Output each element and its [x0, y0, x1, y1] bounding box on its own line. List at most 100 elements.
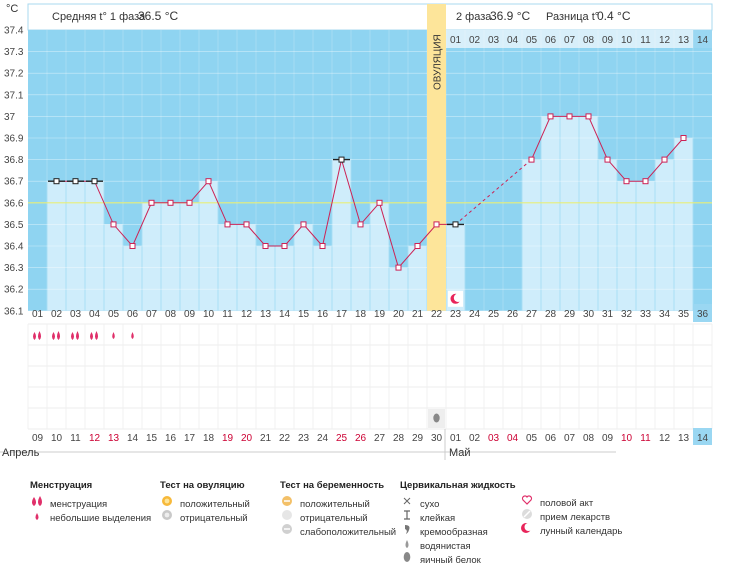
temperature-line [56, 159, 456, 269]
temperature-point [433, 221, 440, 228]
legend-item-label: отрицательный [300, 513, 368, 524]
legend-item: водянистая [400, 537, 516, 552]
cycle-day-label: 30 [583, 309, 595, 320]
temperature-point [661, 156, 668, 163]
date-label: 09 [32, 433, 44, 444]
date-label: 26 [355, 433, 367, 444]
phase2-day-label: 14 [697, 35, 709, 46]
temperature-bar [123, 245, 142, 312]
cycle-day-label: 07 [146, 309, 158, 320]
cycle-day-label: 18 [355, 309, 367, 320]
date-label: 07 [564, 433, 576, 444]
cycle-day-label: 36 [697, 309, 709, 320]
month-label-april: Апрель [2, 447, 40, 459]
cycle-day-label: 27 [526, 309, 538, 320]
cycle-day-label: 25 [488, 309, 500, 320]
temperature-line [626, 137, 684, 182]
date-label: 08 [583, 433, 595, 444]
legend-item-label: положительный [300, 499, 370, 510]
temperature-point [205, 178, 212, 185]
temperature-point [414, 243, 421, 249]
temperature-point [53, 178, 60, 185]
temperature-bar [560, 116, 579, 312]
cycle-day-label: 15 [298, 309, 310, 320]
cycle-day-label: 20 [393, 309, 405, 320]
pregnancy-weak-icon [280, 523, 294, 540]
legend-item-label: менструация [50, 499, 108, 510]
legend-group: половой акт прием лекарств лунный календар… [520, 494, 622, 537]
legend-item-label: сухо [420, 499, 440, 510]
menstruation-drop-icon [33, 332, 36, 340]
date-label: 10 [621, 433, 633, 444]
temperature-point [452, 221, 459, 228]
y-tick-label: 37.2 [4, 69, 24, 80]
temperature-point [528, 156, 535, 163]
temperature-point [319, 243, 326, 249]
legend-item: менструация [30, 495, 151, 510]
drop-light-icon [30, 509, 44, 526]
temperature-point [547, 113, 554, 120]
date-label: 17 [184, 433, 196, 444]
y-tick-label: 36.6 [4, 198, 24, 209]
date-label: 20 [241, 433, 253, 444]
date-label: 25 [336, 433, 348, 444]
cycle-day-label: 34 [659, 309, 671, 320]
phase2-day-label: 03 [488, 35, 500, 46]
date-label: 12 [89, 433, 101, 444]
cycle-day-label: 04 [89, 309, 101, 320]
temperature-bar [522, 159, 541, 312]
cycle-day-label: 29 [564, 309, 576, 320]
menstruation-drop-icon [95, 331, 98, 340]
legend-item: положительный [280, 495, 396, 510]
menstruation-drop-icon [76, 331, 79, 340]
phase2-value: 36.9 °C [490, 9, 530, 23]
pregnancy-negative-icon [280, 509, 294, 526]
diff-label: Разница t° [546, 11, 599, 23]
cycle-day-label: 13 [260, 309, 272, 320]
date-label: 11 [70, 433, 81, 444]
cycle-day-label: 14 [279, 309, 291, 320]
y-tick-label: 36.1 [4, 306, 24, 317]
phase2-header-row [446, 30, 712, 48]
temperature-point [585, 113, 592, 120]
temperature-point [224, 221, 231, 228]
cycle-day-highlight [693, 304, 712, 322]
pill-icon [520, 508, 534, 525]
legend-group-title: Тест на овуляцию [160, 480, 245, 491]
ovulation-negative-icon [160, 509, 174, 526]
cycle-day-label: 01 [32, 309, 44, 320]
temperature-point [262, 243, 269, 249]
temperature-point [281, 243, 288, 249]
cycle-day-label: 32 [621, 309, 633, 320]
temperature-bar [655, 159, 674, 312]
date-label: 18 [203, 433, 215, 444]
date-label: 15 [146, 433, 158, 444]
date-label: 24 [317, 433, 329, 444]
temperature-point [72, 178, 79, 185]
date-label: 16 [165, 433, 177, 444]
date-label: 13 [108, 433, 120, 444]
legend-item: сухо [400, 495, 516, 510]
date-label: 22 [279, 433, 291, 444]
sticky-icon [400, 509, 414, 526]
legend-item: половой акт [520, 494, 622, 509]
temperature-bar [408, 245, 427, 312]
legend-item-label: половой акт [540, 498, 594, 509]
temperature-point [376, 199, 383, 206]
date-label: 21 [260, 433, 272, 444]
legend-group: Тест на беременность положительный отрицат… [280, 480, 396, 540]
egg-white-icon [433, 413, 440, 423]
temperature-point [623, 178, 630, 185]
y-tick-label: 37 [4, 112, 16, 123]
phase2-day-label: 11 [640, 35, 651, 46]
cycle-day-label: 31 [602, 309, 614, 320]
temperature-point [243, 221, 250, 228]
date-label: 05 [526, 433, 538, 444]
ovulation-label: ОВУЛЯЦИЯ [433, 34, 444, 90]
cycle-day-label: 08 [165, 309, 177, 320]
phase2-day-label: 04 [507, 35, 519, 46]
temperature-point [566, 113, 573, 120]
y-tick-label: 37.1 [4, 90, 24, 101]
legend-item-label: яичный белок [420, 555, 481, 566]
cycle-day-label: 11 [222, 309, 233, 320]
